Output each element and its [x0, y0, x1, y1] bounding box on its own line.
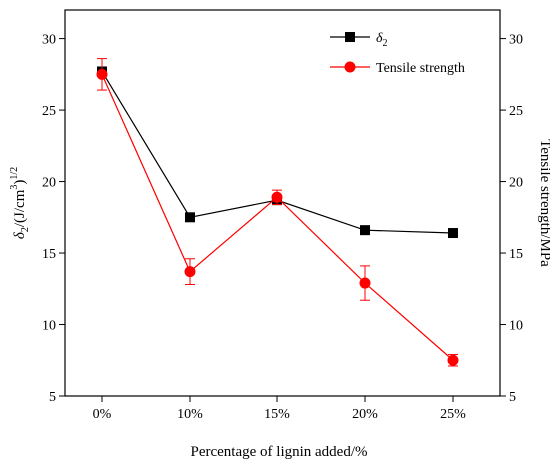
data-point-tensile — [359, 277, 371, 289]
legend-marker-delta2 — [345, 32, 355, 42]
x-tick-label: 25% — [440, 407, 466, 422]
legend-delta-symbol: δ — [376, 31, 383, 46]
data-point-delta2 — [360, 225, 370, 236]
x-tick-label: 15% — [264, 407, 290, 422]
x-axis-title: Percentage of lignin added/% — [190, 444, 367, 460]
x-tick-label: 20% — [352, 407, 378, 422]
series-layer — [96, 58, 459, 367]
right-y-tick-label: 5 — [509, 390, 516, 405]
data-point-tensile — [96, 68, 108, 80]
ylabel-slash: / — [12, 222, 28, 227]
x-tick-label: 0% — [93, 407, 112, 422]
legend: δ2 Tensile strength — [330, 31, 465, 76]
ylabel-unit: (J/cm — [12, 189, 28, 223]
legend-marker-tensile — [344, 61, 356, 73]
left-y-axis: 5 10 15 20 25 30 — [42, 33, 65, 405]
series-line-delta2 — [101, 71, 454, 234]
x-tick-label: 10% — [177, 407, 203, 422]
right-y-axis: 5 10 15 20 25 30 — [500, 33, 523, 405]
left-y-tick-label: 30 — [42, 33, 56, 48]
ylabel-symbol: δ — [12, 231, 28, 239]
ylabel-sub: 2 — [20, 227, 31, 232]
plot-frame — [64, 9, 501, 397]
right-y-tick-label: 25 — [509, 104, 523, 119]
series-line-tensile — [101, 74, 454, 361]
data-point-delta2 — [185, 212, 195, 223]
ylabel-sup3: 3 — [9, 185, 20, 190]
x-axis: 0% 10% 15% 20% 25% — [93, 396, 466, 422]
legend-label-delta2: δ2 — [376, 31, 388, 49]
data-point-delta2 — [448, 228, 458, 239]
ylabel-sup-half: 1/2 — [9, 167, 20, 180]
left-y-tick-label: 5 — [49, 390, 56, 405]
ylabel-close: ) — [12, 180, 28, 185]
left-y-tick-label: 15 — [42, 247, 56, 262]
data-point-tensile — [271, 191, 283, 203]
left-y-axis-title: δ2/(J/cm3)1/2 — [9, 167, 31, 239]
right-y-tick-label: 20 — [509, 176, 523, 191]
left-y-tick-label: 20 — [42, 176, 56, 191]
right-y-tick-label: 30 — [509, 33, 523, 48]
data-point-tensile — [447, 354, 459, 366]
right-y-tick-label: 15 — [509, 247, 523, 262]
legend-label-tensile: Tensile strength — [376, 61, 465, 76]
left-y-tick-label: 25 — [42, 104, 56, 119]
right-y-axis-title: Tensile strength/MPa — [537, 139, 550, 267]
right-y-tick-label: 10 — [509, 319, 523, 334]
data-point-tensile — [184, 266, 196, 278]
left-y-tick-label: 10 — [42, 319, 56, 334]
legend-delta-sub: 2 — [383, 38, 388, 49]
